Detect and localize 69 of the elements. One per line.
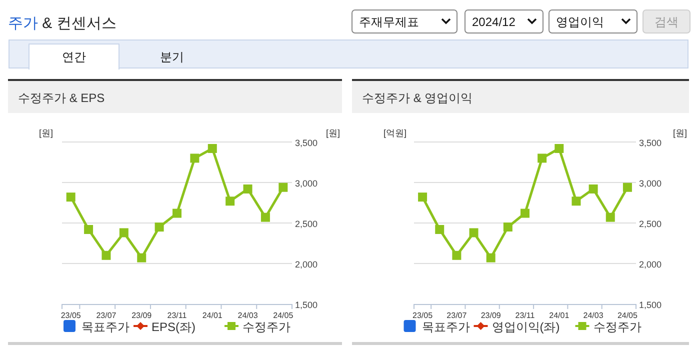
point — [137, 253, 146, 262]
x-tick-label: 23/09 — [132, 311, 152, 320]
point — [572, 196, 581, 206]
point — [435, 224, 444, 234]
y2-tick-label: 2,500 — [639, 219, 662, 229]
x-tick-label: 23/11 — [515, 311, 536, 320]
point — [66, 192, 76, 202]
y2-tick-label: 3,000 — [295, 178, 318, 188]
point — [418, 192, 428, 202]
point — [606, 212, 615, 222]
point — [588, 184, 598, 194]
legend-label: 목표주가 — [422, 320, 470, 334]
text: 검색 — [654, 15, 678, 29]
y-axis-title: [원] — [38, 128, 54, 138]
point — [538, 154, 547, 163]
chart-title: 수정주가 & 영업이익 — [362, 91, 473, 105]
legend-label: 수정주가 — [242, 320, 290, 334]
x-tick-label: 24/05 — [273, 311, 294, 320]
legend-label: EPS(좌) — [152, 320, 196, 334]
point — [278, 182, 288, 192]
point — [84, 224, 94, 234]
x-tick-label: 24/03 — [583, 311, 604, 320]
y2-tick-label: 3,500 — [295, 138, 318, 148]
y2-axis-title: [원] — [326, 128, 340, 138]
x-tick-label: 23/09 — [480, 311, 502, 320]
point — [622, 182, 632, 192]
y2-tick-label: 2,000 — [295, 260, 318, 270]
y2-tick-label: 1,500 — [639, 300, 662, 310]
point — [260, 212, 270, 222]
text: 분기 — [160, 50, 184, 64]
point — [119, 228, 128, 238]
x-tick-label: 24/03 — [238, 311, 258, 320]
x-tick-label: 23/07 — [96, 311, 117, 320]
text: 연간 — [62, 50, 86, 64]
x-tick-label: 23/05 — [60, 311, 82, 320]
text: 2024/12 — [472, 15, 516, 29]
y2-tick-label: 2,000 — [639, 260, 662, 270]
point — [554, 144, 564, 153]
legend-label: 수정주가 — [593, 320, 642, 334]
x-tick-label: 23/05 — [412, 311, 434, 320]
legend-label: 목표주가 — [82, 320, 130, 334]
point — [226, 196, 235, 206]
point — [469, 228, 478, 238]
point — [154, 222, 164, 232]
y2-tick-label: 3,500 — [639, 138, 662, 148]
chart-title: 수정주가 & EPS — [18, 91, 105, 105]
point — [190, 154, 200, 163]
point — [452, 250, 462, 260]
x-tick-label: 24/01 — [549, 311, 570, 320]
x-tick-label: 23/11 — [167, 311, 188, 320]
y2-tick-label: 3,000 — [639, 178, 662, 188]
y2-tick-label: 1,500 — [295, 300, 318, 310]
text: 주재무제표 — [359, 15, 419, 29]
y2-tick-label: 2,500 — [295, 219, 318, 229]
y2-axis-title: [원] — [672, 128, 688, 138]
x-tick-label: 23/07 — [446, 311, 468, 320]
y-axis-title: [억원] — [383, 128, 407, 138]
point — [102, 250, 111, 260]
x-tick-label: 24/05 — [617, 311, 638, 320]
legend-label: 영업이익(좌) — [492, 320, 560, 334]
point — [503, 222, 512, 232]
text: 영업이익 — [556, 15, 604, 29]
point — [172, 208, 182, 218]
point — [243, 184, 252, 194]
point — [486, 253, 496, 262]
text: 주가 & 컨센서스 — [8, 15, 116, 32]
x-tick-label: 24/01 — [202, 311, 223, 320]
point — [208, 144, 217, 153]
point — [520, 208, 530, 218]
